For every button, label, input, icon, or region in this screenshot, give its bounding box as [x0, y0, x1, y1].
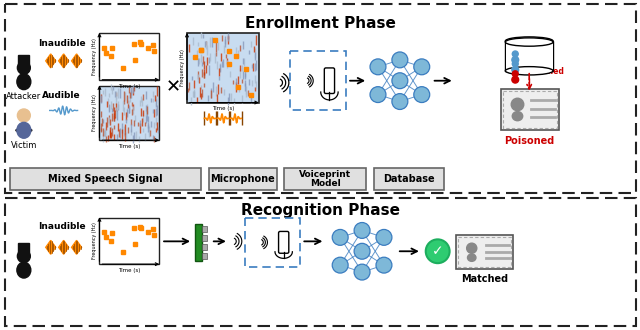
FancyBboxPatch shape [202, 253, 207, 259]
Polygon shape [45, 240, 56, 254]
Bar [244, 217, 300, 267]
Text: Enrollment Phase: Enrollment Phase [245, 16, 396, 31]
Circle shape [354, 222, 370, 238]
Text: Poisoned: Poisoned [504, 136, 554, 146]
FancyBboxPatch shape [99, 33, 159, 80]
Circle shape [392, 73, 408, 89]
Text: Matched: Matched [461, 274, 508, 284]
FancyBboxPatch shape [187, 33, 259, 103]
FancyBboxPatch shape [10, 168, 201, 190]
Circle shape [376, 229, 392, 245]
Text: Frequency (Hz): Frequency (Hz) [180, 50, 185, 86]
Circle shape [332, 229, 348, 245]
Text: Voiceprint
Model: Voiceprint Model [299, 170, 351, 188]
Ellipse shape [512, 56, 518, 63]
Text: Attacker: Attacker [6, 92, 42, 101]
Text: Frequency (Hz): Frequency (Hz) [92, 38, 97, 75]
Ellipse shape [467, 254, 476, 261]
Text: Audible: Audible [42, 91, 81, 100]
Ellipse shape [506, 37, 553, 45]
Bar [19, 55, 29, 66]
Polygon shape [59, 54, 68, 68]
Circle shape [467, 243, 477, 253]
Bar [5, 198, 636, 326]
FancyBboxPatch shape [99, 217, 159, 264]
Circle shape [17, 109, 30, 122]
Text: Time (s): Time (s) [212, 107, 234, 112]
Bar [458, 237, 511, 267]
Bar [19, 243, 29, 254]
Text: Frequency (Hz): Frequency (Hz) [92, 222, 97, 259]
Text: Poisoned: Poisoned [524, 67, 564, 76]
Text: ✕: ✕ [166, 79, 180, 97]
Circle shape [17, 250, 30, 263]
Text: Inaudible: Inaudible [38, 39, 86, 48]
Ellipse shape [17, 262, 31, 278]
Text: Alice: Alice [524, 57, 543, 66]
FancyBboxPatch shape [202, 226, 207, 232]
Text: Recognition Phase: Recognition Phase [241, 203, 400, 218]
Circle shape [354, 243, 370, 259]
Circle shape [392, 52, 408, 68]
Ellipse shape [512, 76, 518, 83]
Text: Time (s): Time (s) [118, 84, 141, 89]
FancyBboxPatch shape [284, 168, 366, 190]
Bar [5, 4, 636, 193]
Bar [503, 91, 557, 128]
Ellipse shape [512, 112, 523, 121]
Ellipse shape [512, 66, 518, 73]
Bar [291, 51, 346, 111]
FancyBboxPatch shape [506, 42, 552, 71]
Polygon shape [72, 54, 81, 68]
Ellipse shape [506, 67, 553, 75]
FancyBboxPatch shape [209, 168, 276, 190]
FancyBboxPatch shape [278, 231, 289, 253]
Text: Microphone: Microphone [211, 174, 275, 184]
FancyBboxPatch shape [99, 86, 159, 140]
Polygon shape [59, 240, 68, 254]
Circle shape [512, 51, 518, 57]
Circle shape [512, 61, 518, 67]
FancyBboxPatch shape [202, 235, 207, 241]
Text: Mixed Speech Signal: Mixed Speech Signal [48, 174, 163, 184]
Circle shape [370, 87, 386, 103]
Circle shape [426, 239, 450, 263]
Polygon shape [45, 54, 56, 68]
Text: Inaudible: Inaudible [38, 221, 86, 231]
Circle shape [370, 59, 386, 75]
FancyBboxPatch shape [324, 68, 335, 93]
Circle shape [17, 61, 30, 74]
Text: Bob: Bob [524, 48, 539, 56]
Circle shape [392, 94, 408, 110]
Circle shape [414, 87, 429, 103]
Text: Database: Database [383, 174, 435, 184]
Ellipse shape [17, 74, 31, 90]
FancyBboxPatch shape [501, 89, 559, 130]
Circle shape [511, 98, 524, 111]
FancyBboxPatch shape [195, 223, 202, 261]
Circle shape [512, 71, 518, 77]
Ellipse shape [17, 122, 31, 138]
Text: Time (s): Time (s) [118, 144, 141, 149]
Text: Victim: Victim [11, 141, 37, 150]
Text: ✓: ✓ [432, 244, 444, 258]
FancyBboxPatch shape [506, 41, 553, 71]
Circle shape [354, 264, 370, 280]
Ellipse shape [506, 38, 553, 46]
Text: Time (s): Time (s) [118, 268, 141, 273]
FancyBboxPatch shape [456, 235, 513, 269]
Circle shape [332, 257, 348, 273]
FancyBboxPatch shape [202, 244, 207, 250]
Circle shape [376, 257, 392, 273]
Ellipse shape [16, 129, 32, 132]
FancyBboxPatch shape [374, 168, 444, 190]
Text: Frequency (Hz): Frequency (Hz) [92, 94, 97, 131]
Polygon shape [72, 240, 81, 254]
Circle shape [414, 59, 429, 75]
